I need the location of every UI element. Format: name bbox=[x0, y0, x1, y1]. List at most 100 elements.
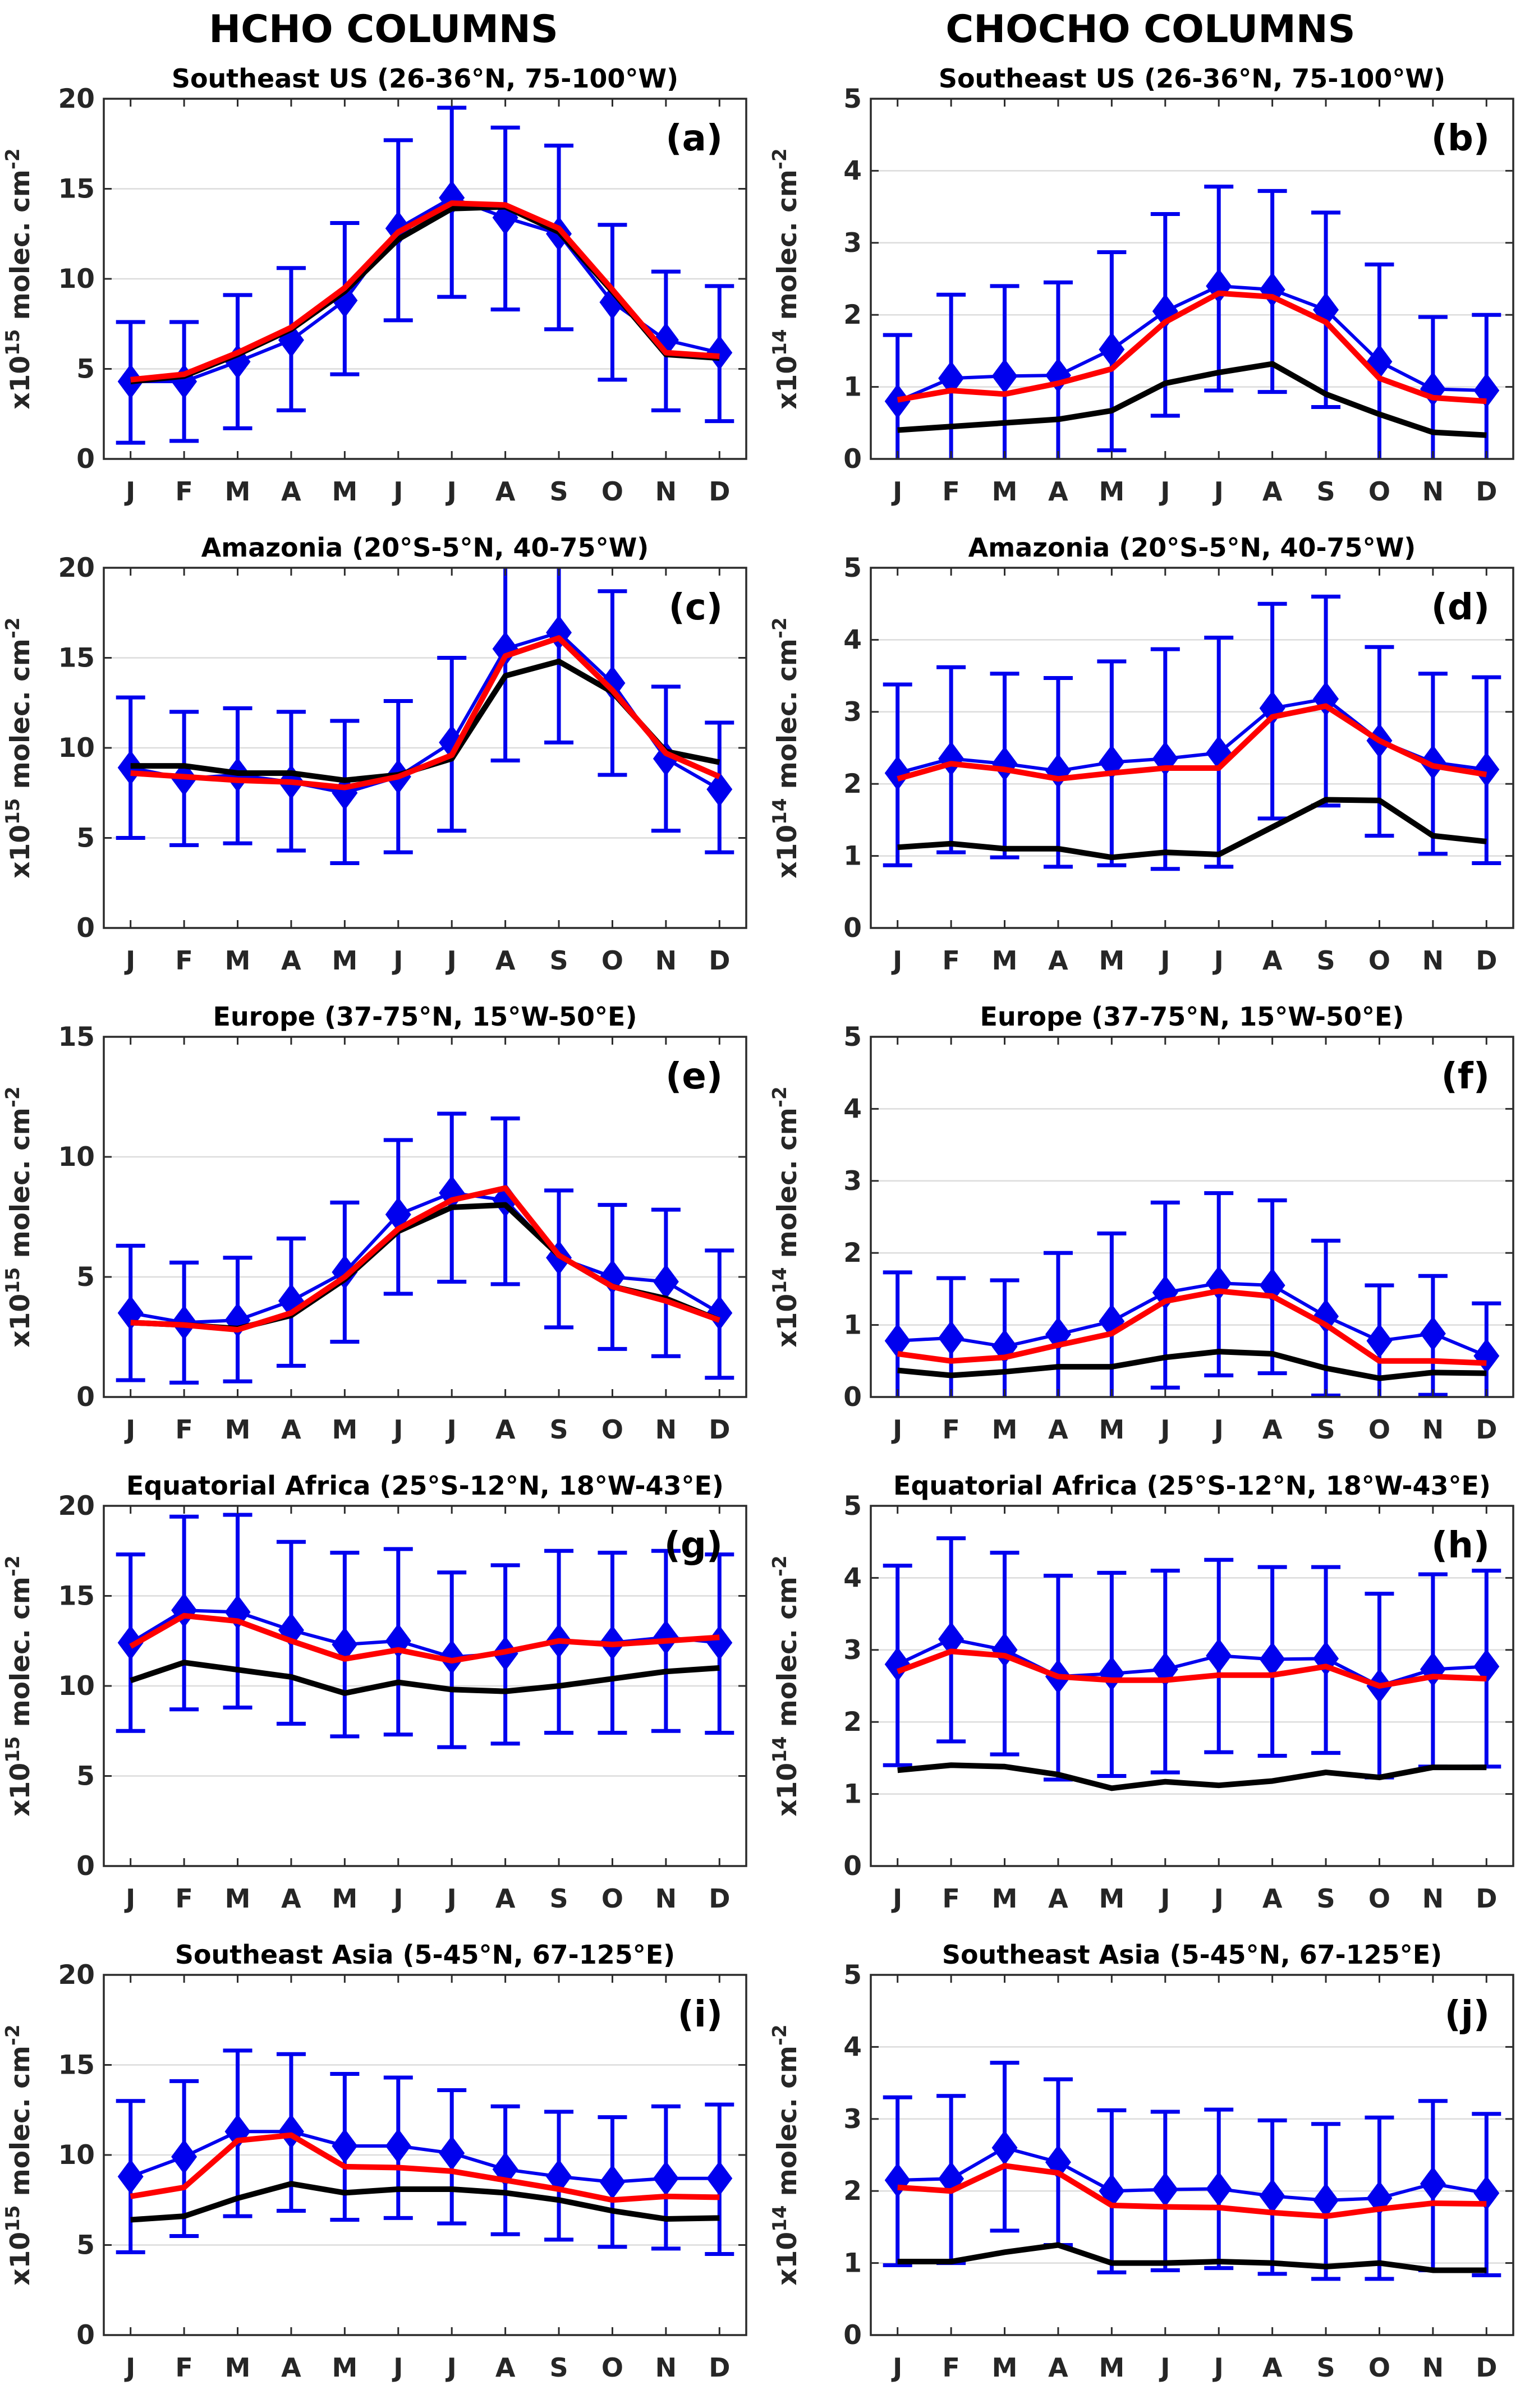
x-tick-label-month: S bbox=[1316, 2352, 1335, 2383]
x-tick-label-month: A bbox=[281, 1883, 301, 1914]
x-tick-label-month: J bbox=[1159, 1414, 1170, 1445]
charts-grid: Southeast US (26-36°N, 75-100°W) 0 5 10 15 20… bbox=[0, 63, 1534, 2408]
x-tick-label-month: A bbox=[1048, 1883, 1068, 1914]
satellite-diamond-marker bbox=[278, 1283, 304, 1318]
x-tick-label-month: S bbox=[1316, 476, 1335, 507]
satellite-diamond-marker bbox=[884, 755, 911, 791]
satellite-diamond-marker bbox=[385, 2128, 411, 2163]
panel-letter-label: (f) bbox=[1441, 1056, 1490, 1097]
satellite-diamond-marker bbox=[1473, 373, 1500, 408]
y-tick-label: 20 bbox=[58, 84, 95, 114]
x-tick-label-month: J bbox=[891, 1883, 902, 1914]
panel-letter-label: (j) bbox=[1445, 1994, 1490, 2035]
satellite-line bbox=[897, 697, 1487, 775]
satellite-diamond-marker bbox=[991, 1632, 1018, 1667]
x-tick-label-month: A bbox=[1048, 1414, 1068, 1445]
y-axis-label: x1015 molec. cm-2 bbox=[2, 148, 36, 409]
x-tick-label-month: A bbox=[281, 945, 301, 976]
y-tick-label: 15 bbox=[58, 174, 95, 205]
satellite-diamond-marker bbox=[991, 746, 1018, 782]
y-tick-label: 15 bbox=[58, 1581, 95, 1612]
y-tick-label: 0 bbox=[843, 2320, 862, 2351]
panel-h-series bbox=[883, 1536, 1501, 1791]
satellite-diamond-marker bbox=[653, 1620, 679, 1655]
y-tick-label: 1 bbox=[843, 1779, 862, 1810]
x-tick-label-month: D bbox=[709, 2352, 730, 2383]
y-tick-label: 5 bbox=[76, 354, 95, 385]
x-tick-label-month: F bbox=[942, 1883, 959, 1914]
satellite-diamond-marker bbox=[1045, 753, 1071, 789]
x-tick-label-month: A bbox=[281, 2352, 301, 2383]
y-tick-label: 3 bbox=[843, 228, 862, 259]
axes-box bbox=[103, 1036, 747, 1398]
x-tick-label-month: A bbox=[495, 2352, 516, 2383]
x-tick-label-month: J bbox=[392, 2352, 403, 2383]
x-tick-label-month: A bbox=[281, 476, 301, 507]
x-tick-label-month: D bbox=[709, 1883, 730, 1914]
x-tick-label-month: J bbox=[1159, 2352, 1170, 2383]
x-tick-label-month: M bbox=[992, 945, 1018, 976]
satellite-diamond-marker bbox=[884, 1647, 911, 1682]
satellite-diamond-marker bbox=[1473, 1338, 1500, 1373]
x-tick-label-month: F bbox=[175, 945, 192, 976]
model-line-black bbox=[130, 1660, 720, 1696]
y-tick-label: 5 bbox=[843, 84, 862, 114]
x-tick-label-month: S bbox=[549, 476, 568, 507]
y-tick-label: 3 bbox=[843, 697, 862, 728]
panel-j: Southeast Asia (5-45°N, 67-125°E) 0 1 2 3 4 5 J… bbox=[767, 1939, 1534, 2408]
y-axis-label: x1015 molec. cm-2 bbox=[2, 617, 36, 878]
x-tick-label-month: S bbox=[549, 1414, 568, 1445]
x-tick-label-month: S bbox=[549, 2352, 568, 2383]
panel-c: Amazonia (20°S-5°N, 40-75°W) 0 5 10 15 20 J F M A… bbox=[0, 532, 767, 1001]
satellite-diamond-marker bbox=[706, 335, 733, 370]
y-tick-label: 3 bbox=[843, 1635, 862, 1666]
satellite-diamond-marker bbox=[1420, 745, 1446, 780]
y-tick-label: 2 bbox=[843, 300, 862, 330]
satellite-diamond-marker bbox=[1099, 1656, 1125, 1692]
column-headers: HCHO COLUMNS CHOCHO COLUMNS bbox=[0, 0, 1534, 63]
y-tick-label: 0 bbox=[76, 1851, 95, 1882]
model-line-black bbox=[897, 2242, 1487, 2273]
x-tick-label-month: F bbox=[175, 1883, 192, 1914]
satellite-diamond-marker bbox=[938, 1621, 965, 1657]
panel-i: Southeast Asia (5-45°N, 67-125°E) 0 5 10 15 2… bbox=[0, 1939, 767, 2408]
x-tick-label-month: M bbox=[1099, 1883, 1124, 1914]
satellite-diamond-marker bbox=[1473, 752, 1500, 787]
satellite-diamond-marker bbox=[1099, 332, 1125, 367]
x-tick-label-month: F bbox=[175, 1414, 192, 1445]
satellite-diamond-marker bbox=[938, 1320, 965, 1355]
satellite-diamond-marker bbox=[1206, 1638, 1232, 1674]
y-tick-label: 0 bbox=[76, 444, 95, 475]
x-tick-label-month: M bbox=[992, 2352, 1018, 2383]
chocho-column-header: CHOCHO COLUMNS bbox=[945, 7, 1356, 52]
x-tick-label-month: J bbox=[1159, 1883, 1170, 1914]
x-tick-label-month: F bbox=[942, 2352, 959, 2383]
x-tick-label-month: F bbox=[942, 1414, 959, 1445]
y-tick-label: 5 bbox=[843, 1960, 862, 1991]
panel-letter-label: (g) bbox=[664, 1525, 723, 1566]
panel-e-series bbox=[116, 1111, 734, 1385]
x-tick-label-month: O bbox=[601, 476, 623, 507]
satellite-diamond-marker bbox=[1152, 1275, 1178, 1310]
panel-e-title: Europe (37-75°N, 15°W-50°E) bbox=[213, 1001, 637, 1032]
model-line-red bbox=[896, 1648, 1487, 1689]
x-tick-label-month: M bbox=[1099, 945, 1124, 976]
x-tick-label-month: M bbox=[332, 1414, 357, 1445]
x-tick-label-month: D bbox=[1476, 1414, 1497, 1445]
y-axis-label: x1014 molec. cm-2 bbox=[769, 617, 803, 878]
y-axis-label: x1014 molec. cm-2 bbox=[769, 1086, 803, 1347]
x-tick-label-month: O bbox=[1368, 476, 1390, 507]
x-tick-label-month: A bbox=[1262, 2352, 1283, 2383]
y-tick-label: 2 bbox=[843, 2176, 862, 2207]
panel-c-title: Amazonia (20°S-5°N, 40-75°W) bbox=[201, 532, 649, 563]
satellite-diamond-marker bbox=[884, 2162, 911, 2198]
y-tick-label: 1 bbox=[843, 372, 862, 403]
y-axis-label: x1014 molec. cm-2 bbox=[769, 2024, 803, 2285]
x-tick-label-month: J bbox=[124, 2352, 135, 2383]
x-tick-label-month: M bbox=[1099, 2352, 1124, 2383]
y-axis-label: x1014 molec. cm-2 bbox=[769, 148, 803, 409]
panel-h: Equatorial Africa (25°S-12°N, 18°W-43°E)… bbox=[767, 1470, 1534, 1939]
y-tick-label: 10 bbox=[58, 264, 95, 295]
x-tick-label-month: O bbox=[601, 1414, 623, 1445]
